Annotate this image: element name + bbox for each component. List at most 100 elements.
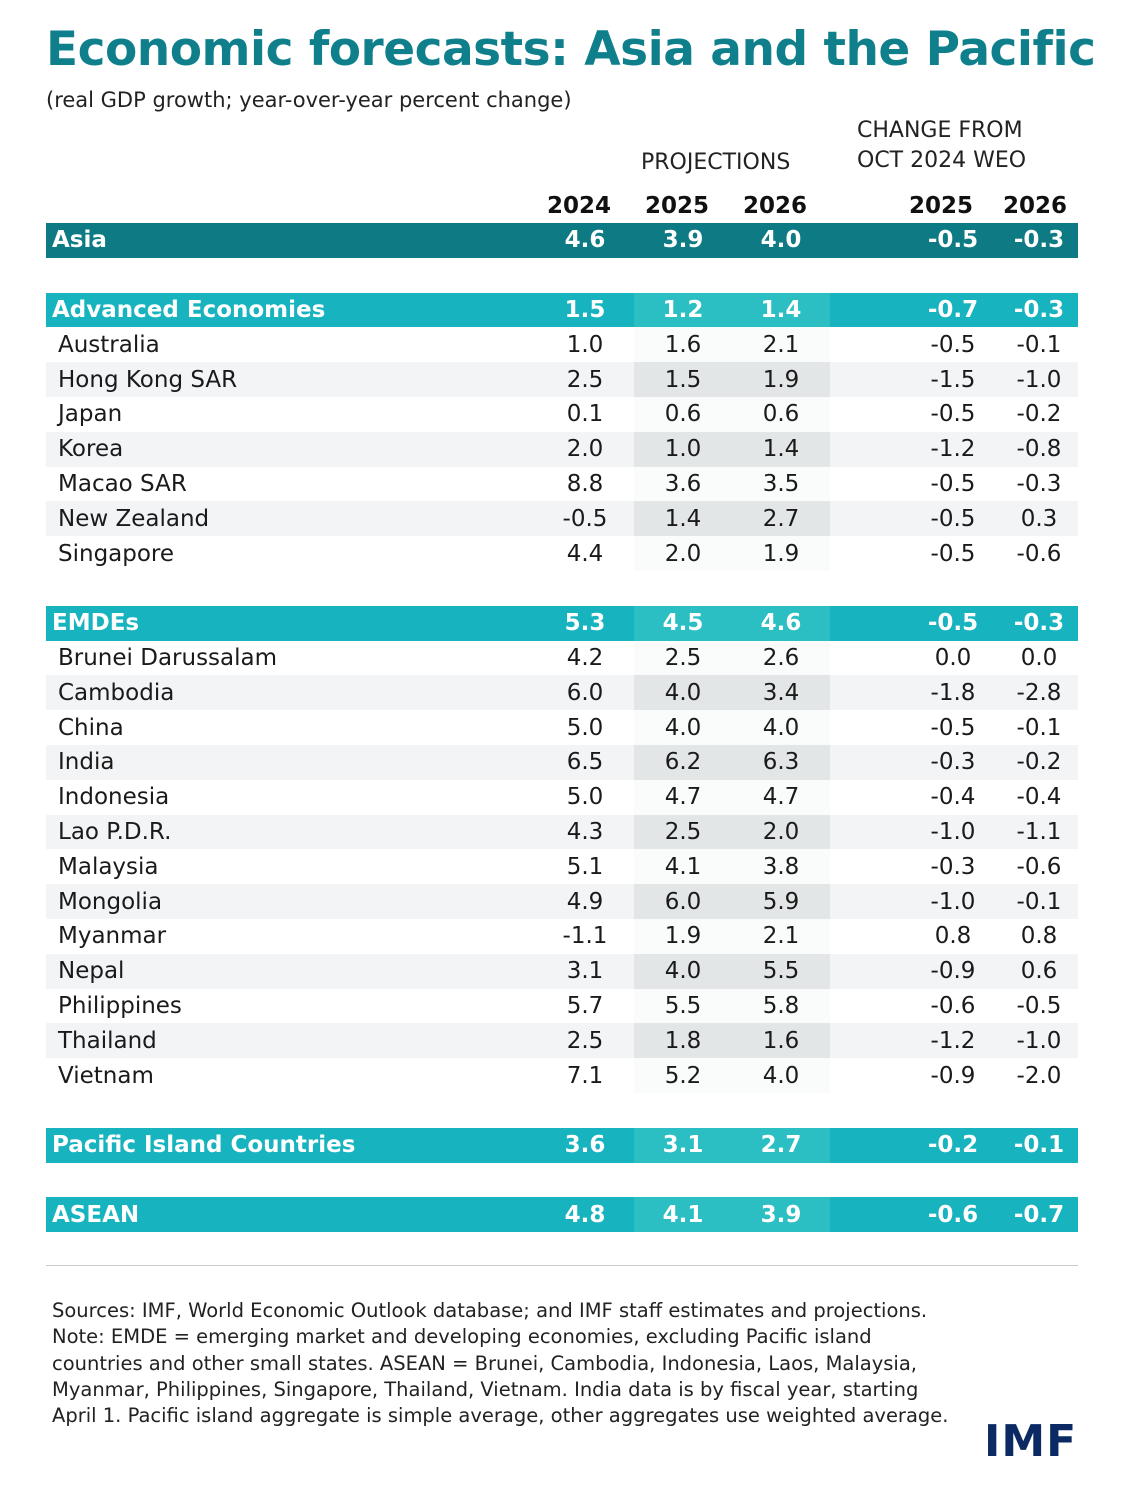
change-2025: -1.2: [906, 431, 1000, 467]
value-2024: 3.1: [536, 953, 634, 989]
value-2024: 4.9: [536, 884, 634, 919]
column-gap: [830, 327, 906, 362]
change-2026: -0.1: [1016, 714, 1062, 741]
value-2024: -1.1: [562, 923, 608, 950]
change-2026: 0.3: [1000, 501, 1078, 537]
value-2026: 2.0: [732, 814, 830, 850]
forecast-table-body: Asia 4.6 3.9 4.0 -0.5 -0.3 Advanced Economies 1…: [46, 223, 1078, 1233]
row-label: Thailand: [46, 1023, 536, 1059]
change-2025: -0.5: [930, 401, 976, 428]
value-2025: 5.2: [634, 1058, 732, 1093]
row-label: ASEAN: [46, 1197, 536, 1233]
value-2024: 8.8: [566, 470, 604, 497]
value-2024: 5.1: [566, 853, 604, 880]
table-row: Lao P.D.R. 4.3 2.5 2.0 -1.0 -1.1: [46, 814, 1078, 850]
column-gap: [830, 467, 906, 502]
column-gap: [830, 1023, 906, 1059]
change-2026: 0.6: [1000, 953, 1078, 989]
column-gap: [830, 501, 906, 537]
value-2025: 3.6: [634, 466, 732, 502]
year-header-2025: 2025: [644, 193, 709, 219]
column-gap: [830, 884, 906, 919]
row-label: Australia: [58, 331, 160, 358]
row-label: Pacific Island Countries: [46, 1127, 536, 1163]
change-header: CHANGE FROM OCT 2024 WEO: [857, 116, 1026, 176]
value-2026: 4.6: [732, 605, 830, 641]
change-2026: -2.0: [1016, 1062, 1062, 1089]
aggregate-row: EMDEs 5.3 4.5 4.6 -0.5 -0.3: [46, 605, 1078, 641]
value-2024: 2.0: [536, 431, 634, 467]
value-2026: 3.8: [732, 849, 830, 885]
table-row: New Zealand -0.5 1.4 2.7 -0.5 0.3: [46, 501, 1078, 537]
table-row: India 6.5 6.2 6.3 -0.3 -0.2: [46, 744, 1078, 780]
row-label: Asia: [46, 223, 536, 258]
change-2025: -0.5: [930, 714, 976, 741]
value-2024: 4.2: [566, 644, 604, 671]
change-header-line1: CHANGE FROM: [857, 118, 1023, 143]
value-2024: 4.4: [566, 540, 604, 567]
change-2025: -0.5: [906, 605, 1000, 641]
column-gap: [830, 849, 906, 884]
column-gap: [830, 641, 906, 676]
table-row: Australia 1.0 1.6 2.1 -0.5 -0.1: [46, 327, 1078, 363]
value-2026: 3.5: [732, 466, 830, 502]
value-2026: 2.6: [732, 640, 830, 676]
row-label: China: [58, 714, 124, 741]
row-label: Singapore: [58, 540, 175, 567]
value-2025: 1.6: [634, 327, 732, 363]
row-label: Hong Kong SAR: [46, 362, 536, 397]
value-2024: 6.0: [536, 675, 634, 711]
year-header-2026: 2026: [742, 193, 807, 219]
change-2026: -0.1: [1000, 884, 1078, 919]
change-2025: -1.0: [906, 814, 1000, 850]
spacer-row: [46, 1093, 1078, 1128]
value-2024: 1.0: [566, 331, 604, 358]
row-label: Myanmar: [58, 923, 167, 950]
value-2024: 5.0: [566, 784, 604, 811]
row-label: Korea: [46, 431, 536, 467]
change-2026: -1.0: [1000, 1023, 1078, 1059]
row-label: Indonesia: [58, 784, 170, 811]
value-2025: 3.1: [634, 1127, 732, 1163]
change-2025: -1.8: [906, 675, 1000, 711]
change-2026: -0.2: [1000, 744, 1078, 780]
change-header-2025: 2025: [908, 193, 973, 219]
column-gap: [830, 710, 906, 745]
projections-header: PROJECTIONS: [641, 150, 791, 175]
spacer-row: [46, 1163, 1078, 1198]
value-2024: 5.0: [566, 714, 604, 741]
page-subtitle: (real GDP growth; year-over-year percent…: [46, 88, 572, 112]
change-2025: -0.6: [930, 992, 976, 1019]
row-label: EMDEs: [46, 605, 536, 641]
value-2026: 1.9: [732, 536, 830, 571]
change-2026: -0.5: [1016, 992, 1062, 1019]
value-2026: 3.4: [732, 675, 830, 711]
change-2026: -1.0: [1000, 362, 1078, 397]
change-2025: -0.5: [930, 331, 976, 358]
value-2025: 6.2: [634, 744, 732, 780]
change-2025: -0.3: [906, 744, 1000, 780]
column-gap: [830, 397, 906, 432]
aggregate-row: Pacific Island Countries 3.6 3.1 2.7 -0.2 -0.…: [46, 1127, 1078, 1163]
table-row: Mongolia 4.9 6.0 5.9 -1.0 -0.1: [46, 884, 1078, 919]
value-2026: 6.3: [732, 744, 830, 780]
row-label: Malaysia: [58, 853, 159, 880]
value-2024: 4.8: [536, 1197, 634, 1233]
change-2026: -0.2: [1016, 401, 1062, 428]
page-title: Economic forecasts: Asia and the Pacific: [46, 22, 1096, 77]
value-2025: 5.5: [634, 988, 732, 1024]
change-2026: -0.4: [1016, 784, 1062, 811]
value-2024: 5.7: [566, 992, 604, 1019]
spacer-row: [46, 571, 1078, 606]
forecast-table: Asia 4.6 3.9 4.0 -0.5 -0.3 Advanced Economies 1…: [46, 223, 1078, 1233]
change-2026: -0.6: [1016, 540, 1062, 567]
column-gap: [830, 989, 906, 1024]
aggregate-row: ASEAN 4.8 4.1 3.9 -0.6 -0.7: [46, 1197, 1078, 1233]
value-2026: 4.7: [732, 779, 830, 815]
value-2026: 5.5: [732, 953, 830, 989]
value-2025: 1.9: [634, 918, 732, 954]
row-label: Advanced Economies: [46, 292, 536, 328]
change-2026: -0.1: [1000, 1127, 1078, 1163]
value-2026: 2.1: [732, 918, 830, 954]
value-2026: 5.8: [732, 988, 830, 1024]
